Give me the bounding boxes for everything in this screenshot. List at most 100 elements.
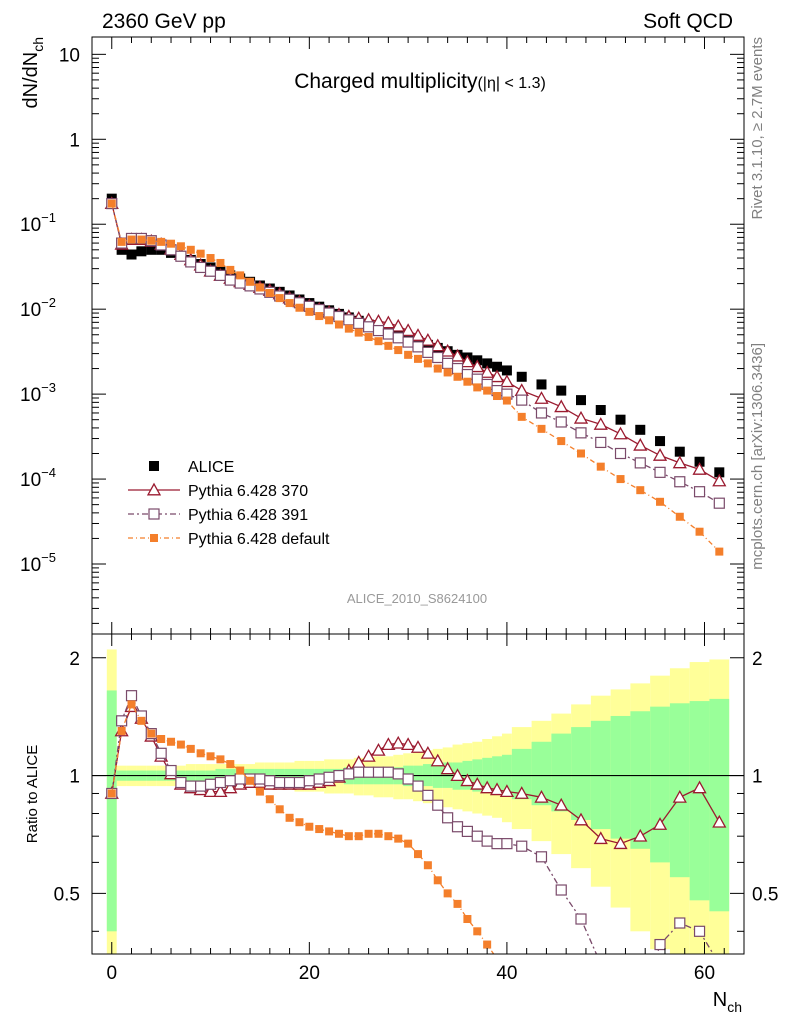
ratio-point xyxy=(491,838,503,850)
ratio-point xyxy=(423,861,432,870)
data-point xyxy=(413,336,423,347)
ratio-point xyxy=(516,840,528,852)
data-point xyxy=(246,277,255,286)
data-point xyxy=(107,199,116,208)
ratio-point xyxy=(483,940,492,949)
series-line xyxy=(111,203,720,553)
ratio-point xyxy=(293,776,306,789)
ratio-point xyxy=(422,789,434,801)
legend-marker xyxy=(146,482,162,496)
data-point xyxy=(305,307,314,316)
data-point xyxy=(275,294,284,303)
analysis-id: ALICE_2010_S8624100 xyxy=(347,591,487,606)
ratio-point xyxy=(374,829,383,838)
data-point xyxy=(534,391,549,404)
ratio-point xyxy=(674,917,686,929)
ratio-point xyxy=(195,780,207,792)
plot-title-sub: (|η| < 1.3) xyxy=(477,75,545,92)
data-point xyxy=(442,357,454,369)
x-tick-label: 20 xyxy=(299,963,320,984)
ratio-point xyxy=(127,700,136,709)
ratio-point xyxy=(333,769,345,782)
ratio-point xyxy=(613,836,628,850)
ratio-point xyxy=(392,768,404,780)
ratio-point xyxy=(410,740,426,753)
data-point xyxy=(593,417,608,430)
data-point xyxy=(482,358,493,369)
ratio-point xyxy=(196,749,205,758)
data-point xyxy=(186,245,195,254)
data-point xyxy=(391,318,406,332)
data-point xyxy=(471,373,483,385)
data-point xyxy=(633,437,648,451)
ratio-point xyxy=(401,737,416,751)
data-point xyxy=(654,466,666,478)
ratio-point xyxy=(534,789,549,803)
ratio-point xyxy=(236,766,245,775)
ratio-point xyxy=(254,773,266,785)
ratio-point xyxy=(593,831,608,845)
legend-label: ALICE xyxy=(188,459,234,476)
ratio-point xyxy=(116,715,128,727)
data-point xyxy=(285,299,294,308)
ratio-point xyxy=(430,753,445,767)
legend-marker xyxy=(148,508,160,520)
data-point xyxy=(480,365,495,378)
ratio-y-tick-label-right: 1 xyxy=(752,767,763,788)
y-tick-label: 10−1 xyxy=(20,210,56,236)
ratio-point xyxy=(315,825,324,834)
plot-title: Charged multiplicity(|η| < 1.3) xyxy=(294,70,546,93)
y-tick-label: 10 xyxy=(59,45,80,66)
data-point xyxy=(185,256,197,268)
data-point xyxy=(353,317,365,330)
data-point xyxy=(693,486,706,498)
ratio-point xyxy=(575,913,587,925)
data-point xyxy=(236,271,245,280)
ratio-point xyxy=(616,993,626,1003)
ratio-point xyxy=(555,884,567,896)
ratio-point xyxy=(186,744,195,753)
ratio-point xyxy=(635,1006,645,1016)
ratio-point xyxy=(493,955,501,963)
legend-label: Pythia 6.428 370 xyxy=(188,483,308,500)
ratio-y-tick-label: 1 xyxy=(69,767,80,788)
ratio-point xyxy=(167,737,176,746)
ratio-point xyxy=(384,832,393,841)
data-point xyxy=(412,341,424,353)
ratio-point xyxy=(334,829,343,838)
data-point xyxy=(136,246,147,257)
data-point xyxy=(715,547,724,556)
data-point xyxy=(147,236,156,245)
ratio-point xyxy=(473,927,482,936)
ratio-y-tick-label: 2 xyxy=(69,649,80,670)
data-point xyxy=(636,486,645,495)
band-bin xyxy=(709,698,730,912)
data-point xyxy=(394,346,403,355)
ratio-point xyxy=(432,799,444,811)
ratio-point xyxy=(514,786,529,799)
data-point xyxy=(214,269,227,281)
data-point xyxy=(501,365,512,376)
ratio-point xyxy=(654,938,666,951)
data-point xyxy=(499,374,515,388)
ratio-point xyxy=(714,959,724,969)
ratio-point xyxy=(223,780,238,794)
data-point xyxy=(364,333,373,342)
ratio-point xyxy=(305,822,314,831)
ratio-point xyxy=(295,818,304,827)
data-point xyxy=(694,456,705,467)
data-point xyxy=(470,359,485,373)
data-point xyxy=(402,336,414,348)
x-tick-label: 40 xyxy=(496,963,517,984)
data-point xyxy=(463,377,472,386)
ratio-panel: 2 2 1 1 0.5 0.5 0 20 40 60 Ratio to ALICE Nch xyxy=(24,633,778,1016)
y-axis-label: dN/dNch xyxy=(20,37,46,109)
ratio-point xyxy=(165,764,177,777)
data-point xyxy=(384,341,393,350)
ratio-point xyxy=(450,768,465,782)
ratio-point xyxy=(440,761,455,775)
ratio-point xyxy=(285,813,294,822)
data-point xyxy=(127,235,136,244)
data-point xyxy=(157,237,166,246)
data-point xyxy=(596,462,605,471)
